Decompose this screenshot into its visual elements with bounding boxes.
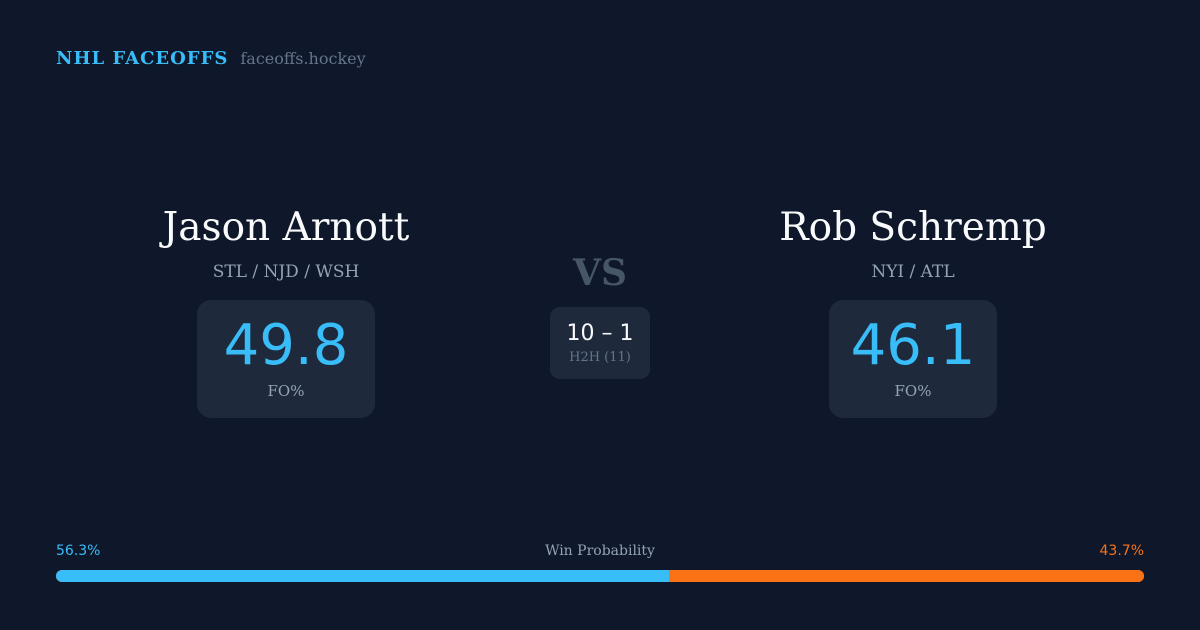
player-1-fo-label: FO% xyxy=(267,382,305,400)
h2h-box: 10 – 1 H2H (11) xyxy=(550,307,650,379)
win-prob-left: 56.3% xyxy=(56,543,101,559)
player-1-fo-box: 49.8 FO% xyxy=(197,300,375,418)
brand-name: NHL FACEOFFS xyxy=(56,48,229,69)
win-prob-bar-right xyxy=(668,570,1144,582)
player-1-card: Jason Arnott STL / NJD / WSH 49.8 FO% xyxy=(86,205,486,418)
brand: NHL FACEOFFS faceoffs.hockey xyxy=(56,48,366,69)
player-2-fo-pct: 46.1 xyxy=(850,313,976,378)
player-2-name: Rob Schremp xyxy=(779,205,1047,250)
h2h-label: H2H (11) xyxy=(569,350,631,365)
vs-label: VS xyxy=(573,252,627,294)
player-1-teams: STL / NJD / WSH xyxy=(212,262,360,282)
player-1-name: Jason Arnott xyxy=(162,205,410,250)
brand-url: faceoffs.hockey xyxy=(240,49,366,68)
win-probability-labels: 56.3% Win Probability 43.7% xyxy=(56,543,1144,559)
player-2-card: Rob Schremp NYI / ATL 46.1 FO% xyxy=(713,205,1113,418)
win-probability-bar xyxy=(56,570,1144,582)
win-prob-bar-left xyxy=(56,570,669,582)
player-2-teams: NYI / ATL xyxy=(871,262,955,282)
win-prob-title: Win Probability xyxy=(545,543,655,559)
player-1-fo-pct: 49.8 xyxy=(223,313,349,378)
player-2-fo-label: FO% xyxy=(894,382,932,400)
player-2-fo-box: 46.1 FO% xyxy=(829,300,997,418)
win-prob-right: 43.7% xyxy=(1099,543,1144,559)
h2h-score: 10 – 1 xyxy=(566,321,634,346)
